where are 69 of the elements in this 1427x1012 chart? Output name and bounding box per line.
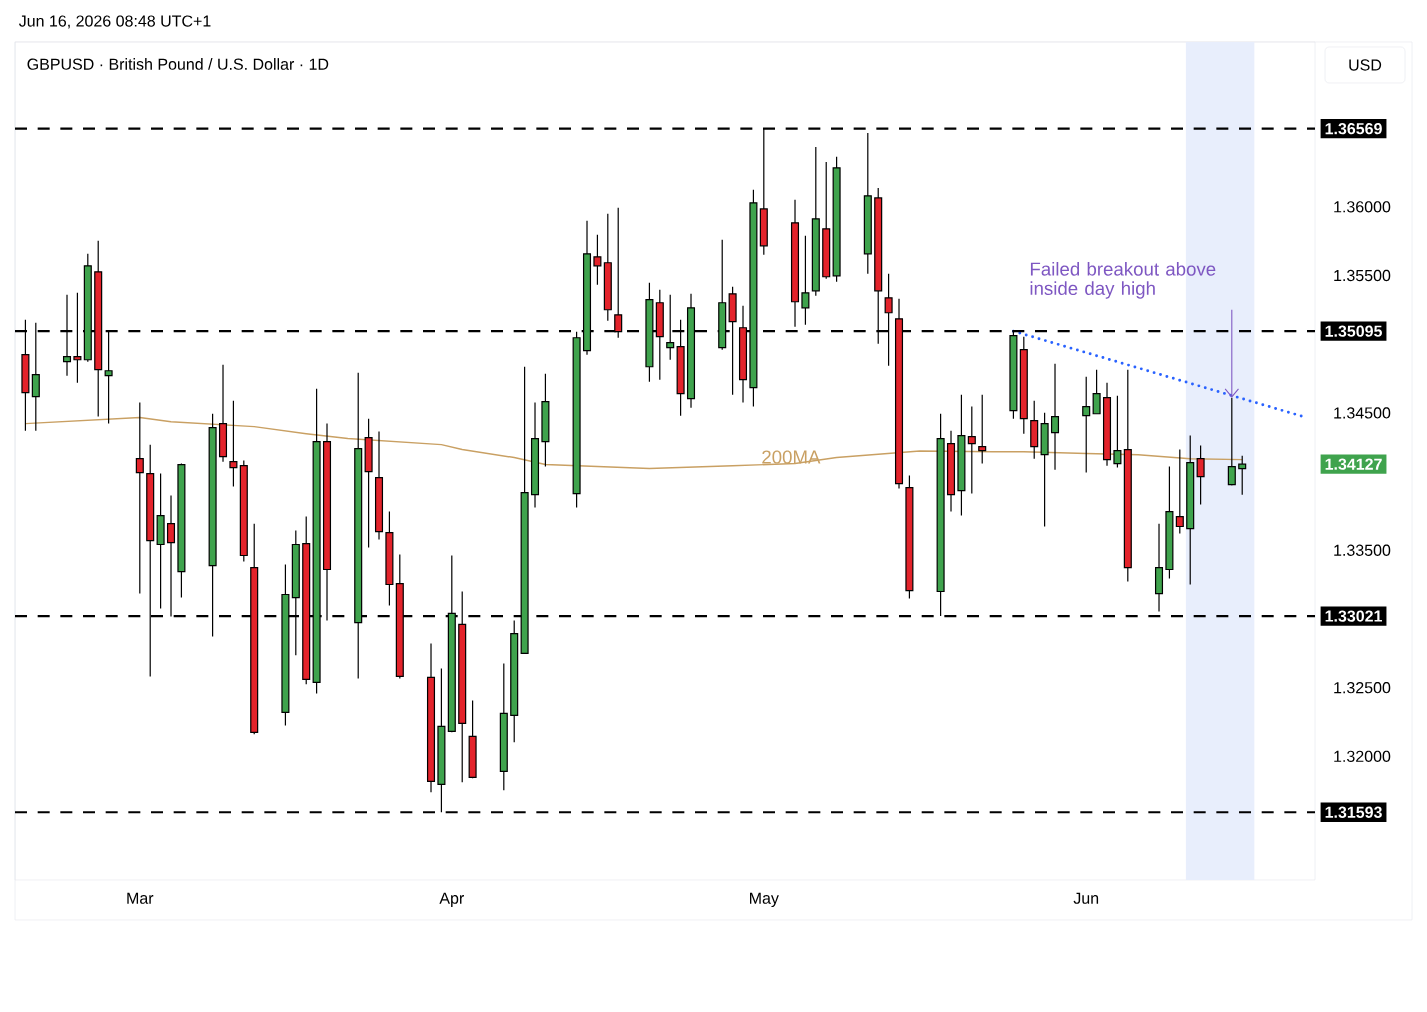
candlestick (603, 213, 612, 322)
candlestick (1154, 523, 1164, 613)
y-tick-label: 1.32500 (1334, 682, 1391, 694)
candlestick (1123, 369, 1132, 583)
candlestick (31, 322, 40, 432)
y-tick-label: 1.33500 (1334, 544, 1391, 556)
candlestick (364, 418, 373, 549)
y-tick-label: 1.35500 (1334, 269, 1391, 282)
text: GBPUSD · British Pound / U.S. Dollar · 1D (27, 58, 329, 70)
candlestick (208, 413, 217, 638)
candlestick (1019, 336, 1028, 435)
candlestick (1102, 382, 1112, 467)
candlestick (458, 590, 467, 783)
candlestick (1227, 397, 1236, 487)
ref-line-label: 1.33021 (1325, 610, 1382, 622)
candlestick (957, 394, 966, 517)
candlestick (510, 619, 519, 743)
x-tick-label: Mar (127, 892, 154, 904)
candlestick (593, 234, 602, 286)
candlestick (426, 642, 436, 793)
candlestick (374, 430, 384, 541)
candlestick (385, 510, 394, 607)
candlestick (1030, 400, 1039, 460)
candlestick (905, 474, 914, 600)
candlestick (728, 286, 737, 396)
y-tick-label: 1.32000 (1334, 750, 1391, 762)
candlestick (1050, 363, 1060, 471)
ref-line-label: 1.31593 (1325, 806, 1382, 818)
x-tick-label: Apr (439, 892, 464, 908)
x-tick-label: May (750, 892, 779, 908)
x-tick-label: Jun (1073, 892, 1099, 904)
candlestick (177, 463, 186, 599)
candlestick (437, 667, 446, 813)
candlestick (218, 364, 228, 463)
candlestick (1238, 455, 1247, 496)
candlestick (1092, 369, 1101, 415)
candlestick (811, 146, 820, 297)
text: 1.34127 (1325, 458, 1382, 470)
candlestick (1113, 395, 1122, 469)
candlestick (1196, 445, 1205, 506)
ref-line-label: 1.36569 (1325, 123, 1382, 135)
candlestick (1165, 466, 1174, 580)
candlestick (166, 495, 176, 618)
candlestick (1186, 434, 1195, 586)
candlestick (863, 132, 872, 275)
series-label: 200MA (762, 450, 821, 464)
candlestick (832, 156, 841, 283)
y-tick-label: 1.36000 (1334, 201, 1391, 213)
line-series (24, 416, 1243, 470)
y-tick-label: 1.34500 (1334, 407, 1391, 419)
candlestick (322, 423, 332, 622)
ref-line-label: 1.35095 (1325, 325, 1382, 337)
y-axis-title: USD (1349, 59, 1382, 71)
candlestick (790, 199, 800, 328)
text: Jun 16, 2026 08:48 UTC+1 (18, 15, 211, 29)
candlestick (499, 662, 508, 791)
candlestick (801, 235, 810, 326)
candlestick (468, 699, 477, 779)
candlestick (1040, 412, 1049, 528)
candlestick (936, 413, 945, 617)
candlestick (946, 430, 956, 513)
candlestick (822, 161, 831, 280)
candlestick (572, 331, 581, 509)
candlestick (239, 459, 248, 563)
candlestick (541, 373, 550, 468)
candlestick (156, 473, 165, 610)
annotation: Failed breakout above inside day high (1030, 261, 1216, 299)
candlestick (1175, 448, 1184, 535)
candlestick (530, 402, 540, 509)
